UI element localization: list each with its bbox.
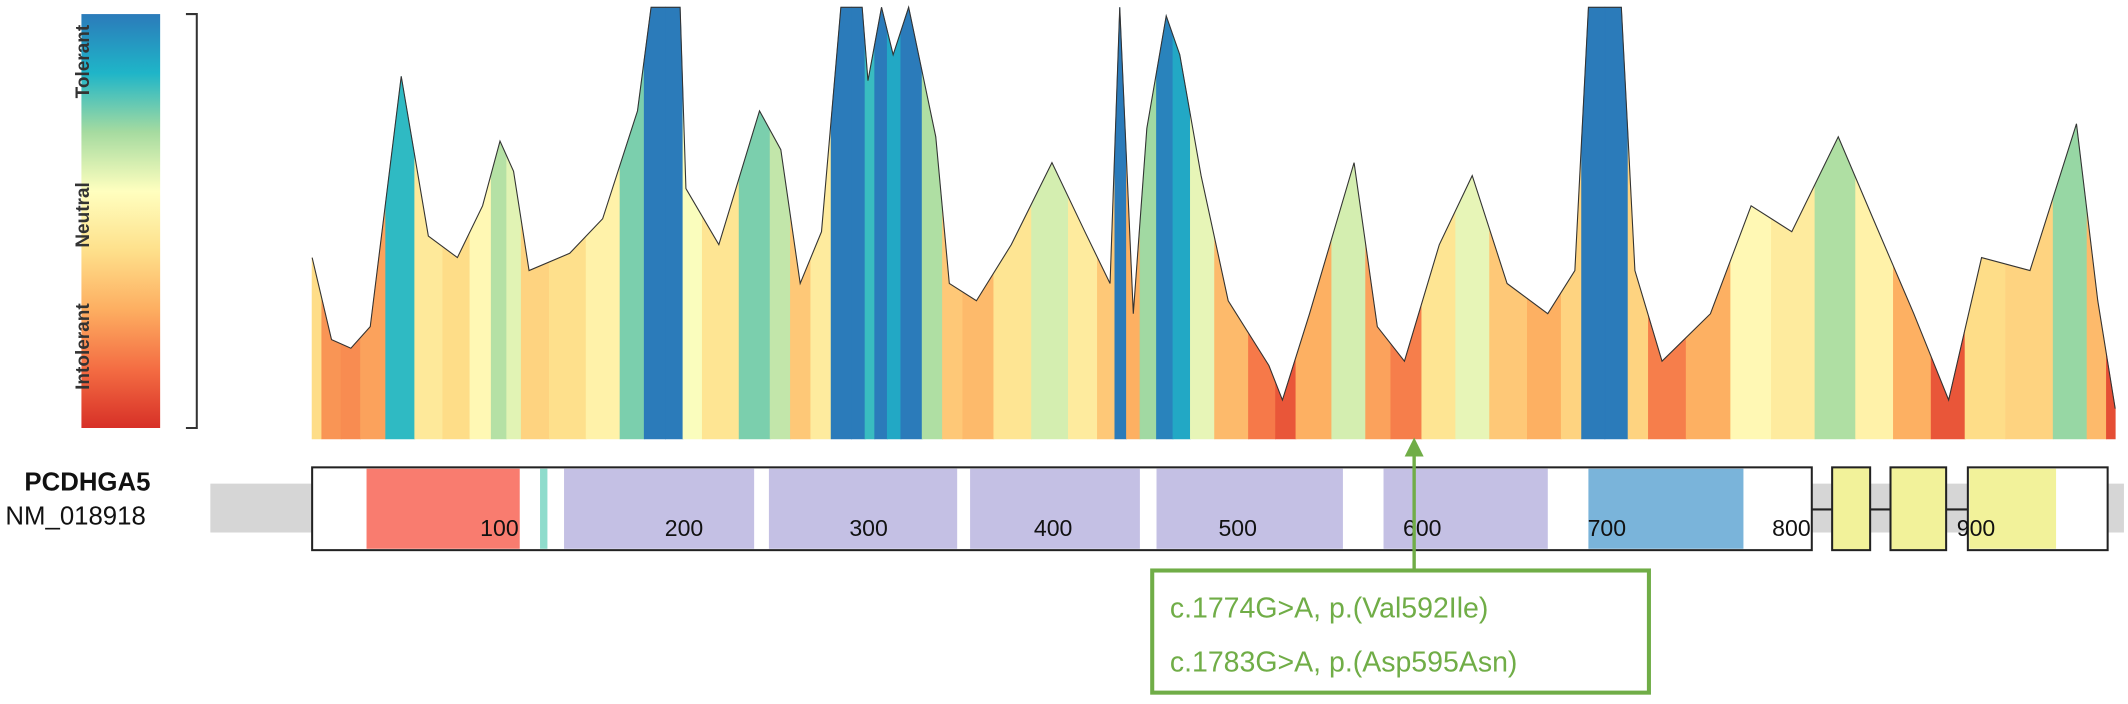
track-tick-label: 200 [665, 515, 703, 541]
area-segment [810, 119, 832, 440]
arrow-head [1404, 437, 1424, 457]
area-segment [830, 6, 852, 440]
area-segment [340, 336, 361, 440]
area-segment [1139, 71, 1157, 440]
domain [366, 468, 520, 549]
track-tick-label: 900 [1957, 515, 1995, 541]
gene-name: PCDHGA5 [24, 468, 150, 496]
area-segment [921, 71, 943, 440]
area-segment [2106, 354, 2116, 440]
domain [1588, 468, 1744, 549]
area-segment [874, 7, 888, 440]
profile-line [311, 5, 2116, 409]
area-segment [1627, 138, 1649, 440]
track-tick-label: 400 [1034, 515, 1072, 541]
area-segment [1114, 7, 1127, 440]
area-segment [1964, 257, 2007, 440]
area-segment [1685, 259, 1732, 440]
domain [970, 468, 1140, 549]
track-tick-label: 500 [1218, 515, 1256, 541]
area-segment [321, 298, 342, 440]
area-segment [2086, 212, 2107, 440]
area-segment [1214, 238, 1249, 440]
colorbar [81, 14, 161, 428]
area-segment [1068, 197, 1098, 440]
annotation-text: c.1774G>A, p.(Val592Ile) [1170, 592, 1489, 624]
area-segment [1275, 356, 1297, 440]
area-segment [585, 164, 621, 440]
colorbar-label: Tolerant [73, 24, 94, 98]
area-segment [1730, 205, 1772, 440]
area-segment [1390, 302, 1423, 440]
area-segment [1097, 145, 1116, 440]
area-segment [665, 6, 684, 440]
area-segment [1156, 14, 1174, 440]
transcript-id: NM_018918 [5, 502, 145, 530]
track-tick-label: 100 [480, 515, 518, 541]
area-segment [851, 6, 866, 440]
area-segment [701, 177, 740, 440]
domain [768, 468, 958, 549]
area-segment [769, 130, 791, 440]
colorbar-bracket [185, 13, 198, 430]
area-segment [2005, 197, 2054, 440]
area-segment [619, 59, 645, 440]
track-tick-label: 700 [1588, 515, 1626, 541]
area-segment [886, 30, 902, 440]
area-segment [311, 257, 323, 440]
area-segment [1814, 135, 1857, 440]
area-segment [506, 156, 522, 440]
track-ticks: 100 200 300 400 500 600 700 800 900 [480, 515, 1995, 541]
area-segment [520, 220, 550, 440]
area-segment [490, 139, 508, 440]
colorbar-label: Intolerant [73, 303, 94, 390]
domain [564, 468, 755, 549]
area-segment [360, 201, 387, 440]
area-segment [1031, 161, 1069, 440]
exons [1811, 466, 2109, 552]
area-segment [442, 231, 471, 440]
area-segment [1893, 266, 1932, 440]
area-segment [682, 97, 703, 440]
track-tick-label: 300 [849, 515, 887, 541]
area-segment [1489, 229, 1528, 440]
area-segment [414, 156, 444, 440]
domain [1156, 468, 1343, 549]
annotation-box [1150, 568, 1651, 695]
area-segment [469, 173, 492, 440]
track-tick-label: 600 [1403, 515, 1441, 541]
area-segment [993, 203, 1033, 440]
area-segment [1560, 138, 1583, 440]
area-segment [1527, 290, 1562, 440]
area-segment [864, 43, 876, 440]
annotation-text: c.1783G>A, p.(Asp595Asn) [1170, 647, 1518, 679]
area-segment [900, 5, 923, 440]
domains [366, 468, 1744, 549]
area-segment [1190, 115, 1216, 440]
colorbar-label: Neutral [73, 182, 94, 247]
track-tick-label: 800 [1772, 515, 1810, 541]
area-segment [1855, 177, 1894, 440]
area-segment [548, 235, 587, 440]
area-segment [738, 109, 771, 440]
area-segment [790, 216, 812, 440]
area-segment [1172, 35, 1191, 440]
domain [540, 468, 548, 549]
domain [1383, 468, 1548, 549]
profile [311, 5, 2116, 440]
area-segment [1331, 162, 1367, 440]
area-segment [1248, 331, 1277, 440]
area-segment [643, 6, 666, 440]
area-segment [1930, 328, 1966, 440]
